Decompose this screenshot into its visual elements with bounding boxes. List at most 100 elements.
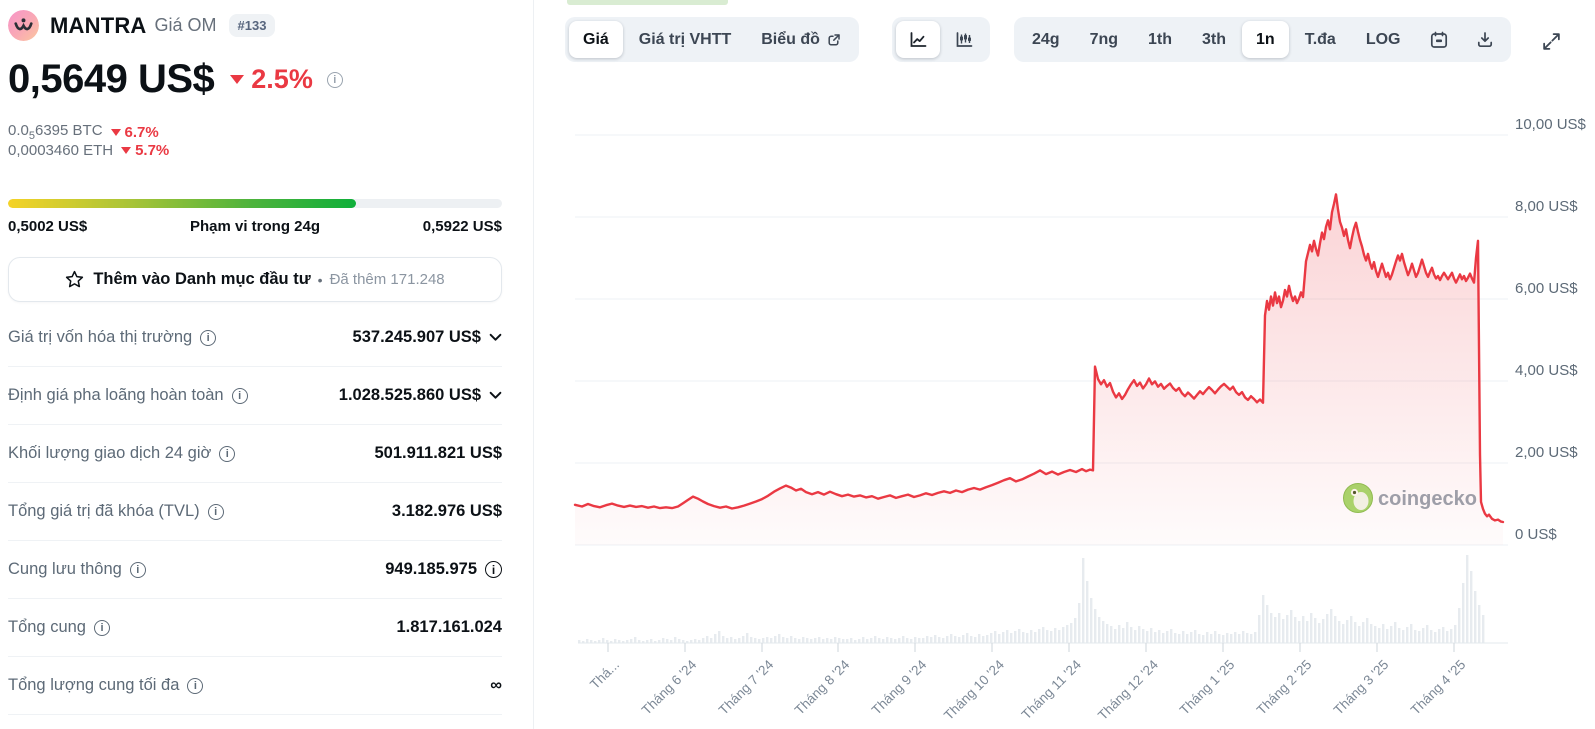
volume-bar — [826, 638, 829, 643]
volume-bar — [1266, 605, 1269, 643]
volume-bar — [1070, 623, 1073, 643]
chevron-down-icon[interactable] — [489, 391, 502, 400]
info-icon[interactable]: i — [187, 677, 204, 694]
tab-bi-u[interactable]: Biểu đồ — [747, 21, 855, 58]
volume-bar — [1370, 624, 1373, 643]
btc-down-triangle-icon — [110, 128, 121, 136]
volume-bar — [898, 638, 901, 643]
volume-bar — [718, 631, 721, 643]
volume-bar — [606, 640, 609, 643]
eth-price: 0,0003460 ETH — [8, 142, 114, 159]
chart-type-candlestick-chart[interactable] — [942, 21, 986, 58]
volume-bar — [1014, 631, 1017, 643]
chart-range-group: 24g 7ng 1th 3th 1n T.đa LOG — [1014, 17, 1511, 62]
volume-bar — [1138, 626, 1141, 643]
price-line — [573, 193, 1505, 524]
volume-bar — [710, 638, 713, 643]
volume-bar — [1206, 632, 1209, 643]
range-label: 24g — [1032, 30, 1060, 48]
info-icon[interactable]: i — [200, 329, 217, 346]
volume-bar — [622, 641, 625, 643]
info-icon[interactable]: i — [129, 561, 146, 578]
volume-bar — [1286, 615, 1289, 643]
volume-bar — [1446, 631, 1449, 643]
tab-gi[interactable]: Giá — [569, 21, 623, 58]
volume-bar — [1186, 634, 1189, 643]
volume-bar — [778, 634, 781, 643]
volume-bar — [1002, 632, 1005, 643]
range-24g[interactable]: 24g — [1018, 21, 1074, 58]
info-icon[interactable]: i — [231, 387, 248, 404]
stat-label: Khối lượng giao dịch 24 giờ — [8, 444, 212, 462]
range-log[interactable]: LOG — [1352, 21, 1415, 58]
volume-bar — [754, 638, 757, 643]
range-1th[interactable]: 1th — [1134, 21, 1186, 58]
volume-bar — [594, 641, 597, 643]
chevron-down-icon[interactable] — [489, 333, 502, 342]
y-axis-tick-label: 2,00 US$ — [1515, 444, 1578, 461]
tab-label: Biểu đồ — [761, 30, 820, 48]
add-to-portfolio-button[interactable]: Thêm vào Danh mục đầu tư • Đã thêm 171.2… — [8, 257, 502, 302]
range-1n[interactable]: 1n — [1242, 21, 1289, 58]
tab-gi-tr-vhtt[interactable]: Giá trị VHTT — [625, 21, 745, 58]
volume-bar — [742, 636, 745, 643]
volume-bar — [766, 637, 769, 643]
y-axis-tick-label: 4,00 US$ — [1515, 362, 1578, 379]
volume-bar — [590, 640, 593, 643]
volume-bar — [1442, 627, 1445, 643]
range-24h: 0,5002 US$ Phạm vi trong 24g 0,5922 US$ — [8, 199, 502, 235]
volume-bar — [1106, 624, 1109, 643]
download-button[interactable] — [1463, 21, 1507, 58]
current-price: 0,5649 US$ — [8, 57, 215, 101]
volume-bar — [650, 639, 653, 643]
fullscreen-button[interactable] — [1536, 26, 1566, 56]
info-icon[interactable]: i — [219, 445, 236, 462]
chart-type-line-chart[interactable] — [896, 21, 940, 58]
volume-bar — [654, 641, 657, 643]
volume-bar — [1170, 629, 1173, 643]
volume-bar — [1294, 617, 1297, 643]
info-icon[interactable]: i — [207, 503, 224, 520]
volume-bar — [1230, 634, 1233, 643]
volume-bar — [834, 637, 837, 643]
info-icon[interactable]: i — [93, 619, 110, 636]
volume-bar — [750, 637, 753, 643]
stat-value: 3.182.976 US$ — [391, 502, 502, 520]
supply-info-icon[interactable]: i — [485, 561, 502, 578]
external-link-icon — [828, 33, 840, 46]
volume-bar — [1358, 626, 1361, 643]
volume-bar — [886, 637, 889, 643]
line-chart-icon — [910, 31, 927, 47]
range-24h-track[interactable] — [8, 199, 502, 208]
stat-label: Định giá pha loãng hoàn toàn — [8, 386, 224, 404]
y-axis-tick-label: 0 US$ — [1515, 526, 1557, 543]
calendar-button[interactable] — [1417, 21, 1461, 58]
price-info-icon[interactable]: i — [326, 71, 343, 88]
volume-bar — [1414, 630, 1417, 643]
volume-bar — [802, 637, 805, 643]
volume-bar — [1062, 627, 1065, 643]
volume-bar — [614, 639, 617, 643]
volume-bar — [1238, 634, 1241, 643]
volume-bar — [1226, 633, 1229, 643]
volume-bar — [1282, 619, 1285, 643]
volume-bar — [662, 638, 665, 643]
range-label: T.đa — [1304, 30, 1336, 48]
volume-bar — [1366, 618, 1369, 643]
volume-bar — [798, 639, 801, 643]
volume-bar — [1122, 628, 1125, 643]
volume-bar — [1110, 626, 1113, 643]
range-t-a[interactable]: T.đa — [1291, 21, 1350, 58]
eth-conversion-row: 0,0003460 ETH 5.7% — [8, 142, 169, 159]
stat-row-gi-tr-v-n-h-a-th-tr-ng: Giá trị vốn hóa thị trường i 537.245.907 U… — [8, 309, 502, 367]
volume-bar — [1330, 609, 1333, 643]
range-3th[interactable]: 3th — [1188, 21, 1240, 58]
range-7ng[interactable]: 7ng — [1076, 21, 1132, 58]
range-label: 3th — [1202, 30, 1227, 48]
volume-bar — [1066, 625, 1069, 643]
volume-bar — [1090, 598, 1093, 643]
price-area-fill — [575, 194, 1503, 545]
volume-bar — [1354, 622, 1357, 643]
volume-bar — [1254, 632, 1257, 643]
